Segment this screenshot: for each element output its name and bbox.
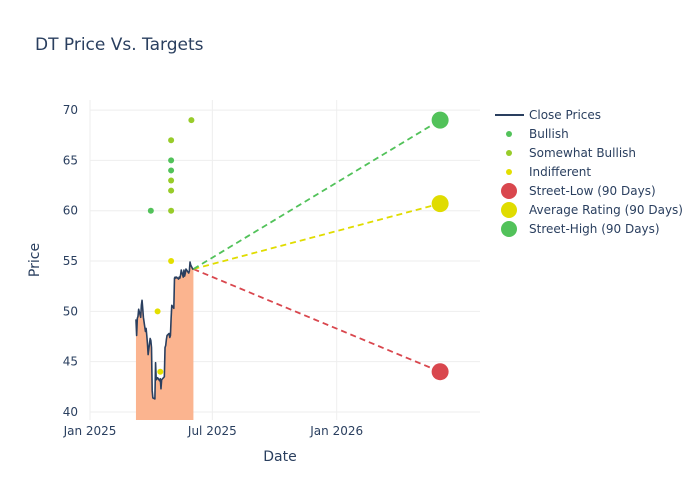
- average-target-marker: [431, 195, 449, 213]
- y-tick-label: 50: [63, 304, 78, 318]
- average-target-line: [193, 202, 441, 270]
- chart-title: DT Price Vs. Targets: [35, 35, 204, 55]
- somewhat-bullish-rating-point: [188, 117, 195, 124]
- somewhat-bullish-rating-point: [168, 187, 175, 194]
- x-tick-label: Jul 2025: [187, 424, 237, 438]
- bullish-rating-point: [147, 207, 154, 214]
- street-low-target-line: [193, 268, 441, 373]
- y-tick-label: 70: [63, 103, 78, 117]
- legend: Close Prices Bullish Somewhat Bullish Indif…: [495, 108, 683, 237]
- legend-label: Somewhat Bullish: [529, 146, 636, 160]
- indifferent-rating-point: [168, 258, 175, 265]
- legend-label: Bullish: [529, 127, 569, 141]
- bullish-rating-point: [168, 157, 175, 164]
- legend-marker-swatch: [506, 169, 512, 175]
- y-tick-label: 60: [63, 204, 78, 218]
- y-tick-label: 55: [63, 254, 78, 268]
- legend-label: Street-Low (90 Days): [529, 184, 656, 198]
- street-low-target-marker: [431, 363, 449, 381]
- legend-marker-swatch: [506, 131, 512, 137]
- y-tick-label: 45: [63, 355, 78, 369]
- legend-label: Indifferent: [529, 165, 591, 179]
- close-price-line: [135, 261, 194, 400]
- close-price-area: [135, 262, 194, 420]
- close-line-group: [135, 261, 194, 400]
- indifferent-rating-point: [154, 308, 161, 315]
- somewhat-bullish-rating-point: [168, 207, 175, 214]
- rating-points: [147, 117, 195, 375]
- target-lines: [192, 119, 441, 373]
- target-markers: [431, 111, 449, 381]
- x-tick-label: Jan 2025: [63, 424, 117, 438]
- legend-marker-swatch: [501, 221, 517, 237]
- bullish-rating-point: [168, 167, 175, 174]
- somewhat-bullish-rating-point: [168, 137, 175, 144]
- legend-marker-swatch: [501, 183, 517, 199]
- legend-label: Close Prices: [529, 108, 601, 122]
- street-high-target-marker: [431, 111, 449, 129]
- close-area: [135, 262, 194, 420]
- tick-labels: 40 45 50 55 60 65 70 Jan 2025 Jul 2025 Jan 2026: [63, 103, 364, 438]
- x-tick-label: Jan 2026: [309, 424, 363, 438]
- legend-label: Street-High (90 Days): [529, 222, 660, 236]
- indifferent-rating-point: [157, 368, 164, 375]
- y-axis-label: Price: [27, 243, 43, 277]
- y-tick-label: 65: [63, 153, 78, 167]
- x-axis-label: Date: [263, 449, 296, 465]
- somewhat-bullish-rating-point: [168, 177, 175, 184]
- y-tick-label: 40: [63, 405, 78, 419]
- street-high-target-line: [192, 119, 441, 270]
- legend-label: Average Rating (90 Days): [529, 203, 683, 217]
- legend-marker-swatch: [506, 150, 512, 156]
- legend-marker-swatch: [501, 202, 517, 218]
